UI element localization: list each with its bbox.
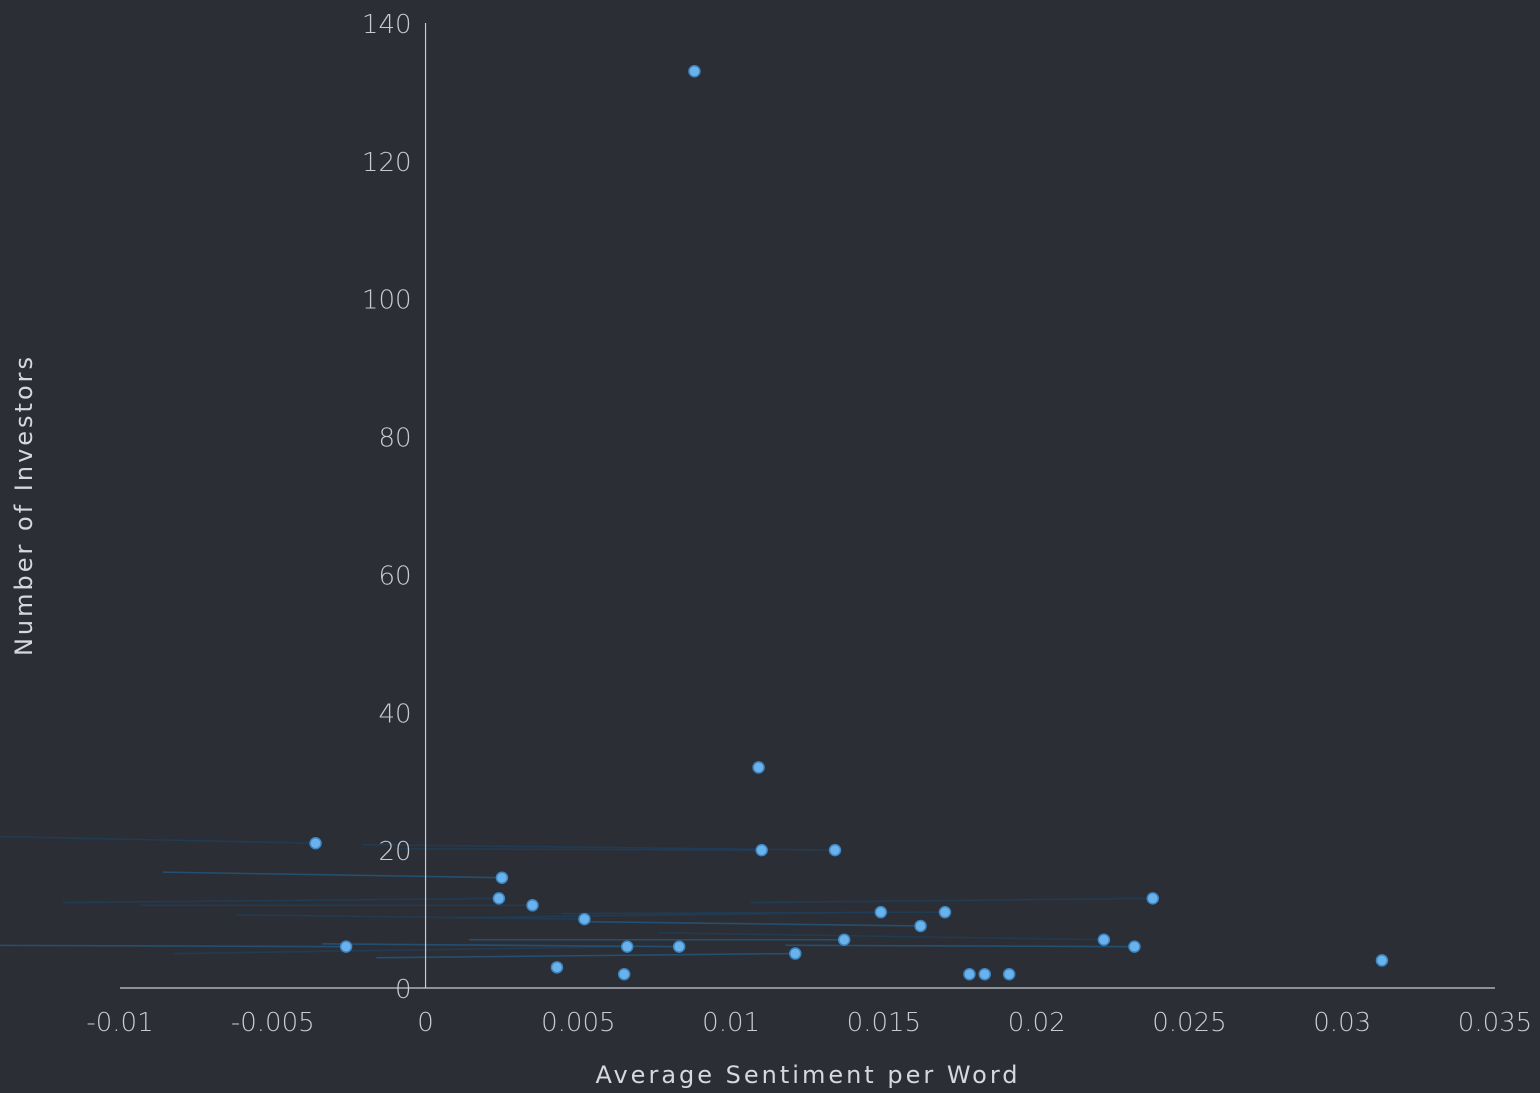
motion-trail	[395, 847, 762, 851]
x-tick-label: 0.005	[541, 1008, 615, 1038]
motion-trail	[173, 945, 628, 955]
data-point	[550, 961, 564, 974]
data-point	[1146, 892, 1160, 905]
x-tick-label: 0.025	[1152, 1008, 1226, 1038]
x-tick-label: 0.01	[702, 1008, 760, 1038]
motion-trail	[560, 911, 946, 915]
data-point	[828, 843, 842, 857]
motion-trail	[162, 871, 502, 879]
y-tick-label: 120	[362, 148, 412, 178]
y-tick-label: 40	[378, 699, 411, 729]
data-point	[578, 912, 591, 926]
data-point	[1097, 933, 1111, 946]
data-point	[938, 905, 952, 919]
motion-trail	[785, 944, 1135, 948]
motion-trail	[657, 931, 1104, 941]
y-tick-label: 140	[362, 10, 412, 40]
motion-trail	[376, 952, 796, 959]
y-tick-label: 20	[378, 837, 411, 867]
data-point	[837, 933, 851, 946]
data-point	[688, 65, 701, 78]
x-tick-label: 0.03	[1313, 1008, 1371, 1038]
motion-trail	[322, 943, 680, 948]
data-point	[963, 967, 976, 981]
data-point	[309, 837, 322, 850]
x-tick-label: -0.01	[86, 1008, 153, 1038]
data-point	[526, 899, 539, 912]
x-tick-label: 0.035	[1458, 1008, 1532, 1038]
data-point	[339, 940, 353, 953]
data-point	[1002, 967, 1016, 981]
x-tick-labels: -0.01 -0.005 0 0.005 0.01 0.015 0.02 0.025 0.03 0…	[86, 1008, 1532, 1038]
data-point	[874, 905, 888, 919]
data-point	[789, 947, 802, 960]
y-tick-label: 0	[395, 975, 412, 1005]
data-point	[978, 967, 991, 981]
x-tick-label: -0.005	[231, 1008, 315, 1038]
x-tick-label: 0.02	[1008, 1008, 1066, 1038]
data-point	[617, 967, 631, 981]
data-point	[914, 919, 927, 933]
data-point	[672, 940, 686, 953]
motion-trail	[236, 914, 585, 920]
motion-trail	[750, 897, 1153, 904]
x-tick-label: 0.015	[847, 1008, 921, 1038]
motion-trail	[0, 944, 347, 948]
data-point	[620, 940, 634, 953]
motion-trail	[589, 920, 921, 927]
y-tick-label: 100	[362, 286, 412, 316]
data-point	[492, 892, 506, 905]
y-tick-labels: 0 20 40 60 80 100 120 140	[362, 10, 412, 1005]
data-point	[752, 761, 765, 774]
motion-trails	[0, 835, 1153, 959]
data-point	[1128, 940, 1141, 953]
data-point	[1375, 954, 1389, 967]
data-points	[309, 65, 1389, 981]
y-tick-label: 80	[378, 424, 411, 454]
x-axis-title: Average Sentiment per Word	[595, 1061, 1020, 1089]
y-tick-label: 60	[378, 561, 411, 591]
motion-trail	[62, 897, 499, 904]
x-tick-label: 0	[417, 1008, 434, 1038]
data-point	[495, 871, 509, 884]
data-point	[755, 843, 768, 857]
motion-trail	[0, 835, 316, 845]
y-axis-title: Number of Investors	[10, 354, 38, 656]
